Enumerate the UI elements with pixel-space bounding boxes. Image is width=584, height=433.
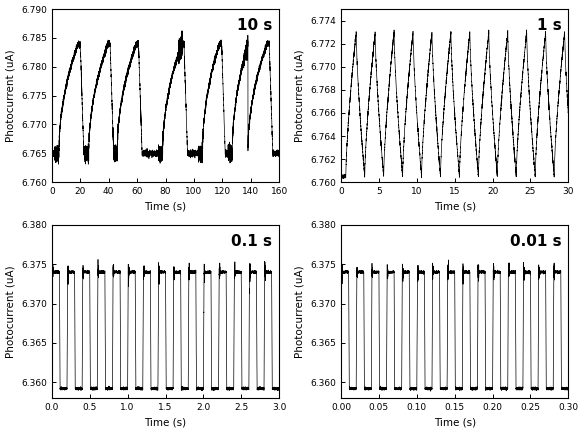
Text: 0.1 s: 0.1 s [231,233,272,249]
X-axis label: Time (s): Time (s) [144,417,186,427]
Text: 0.01 s: 0.01 s [510,233,562,249]
Y-axis label: Photocurrent (uA): Photocurrent (uA) [295,265,305,358]
Y-axis label: Photocurrent (uA): Photocurrent (uA) [6,265,16,358]
Y-axis label: Photocurrent (uA): Photocurrent (uA) [6,49,16,142]
X-axis label: Time (s): Time (s) [434,202,476,212]
Text: 1 s: 1 s [537,18,562,33]
Text: 10 s: 10 s [237,18,272,33]
Y-axis label: Photocurrent (uA): Photocurrent (uA) [295,49,305,142]
X-axis label: Time (s): Time (s) [144,202,186,212]
X-axis label: Time (s): Time (s) [434,417,476,427]
